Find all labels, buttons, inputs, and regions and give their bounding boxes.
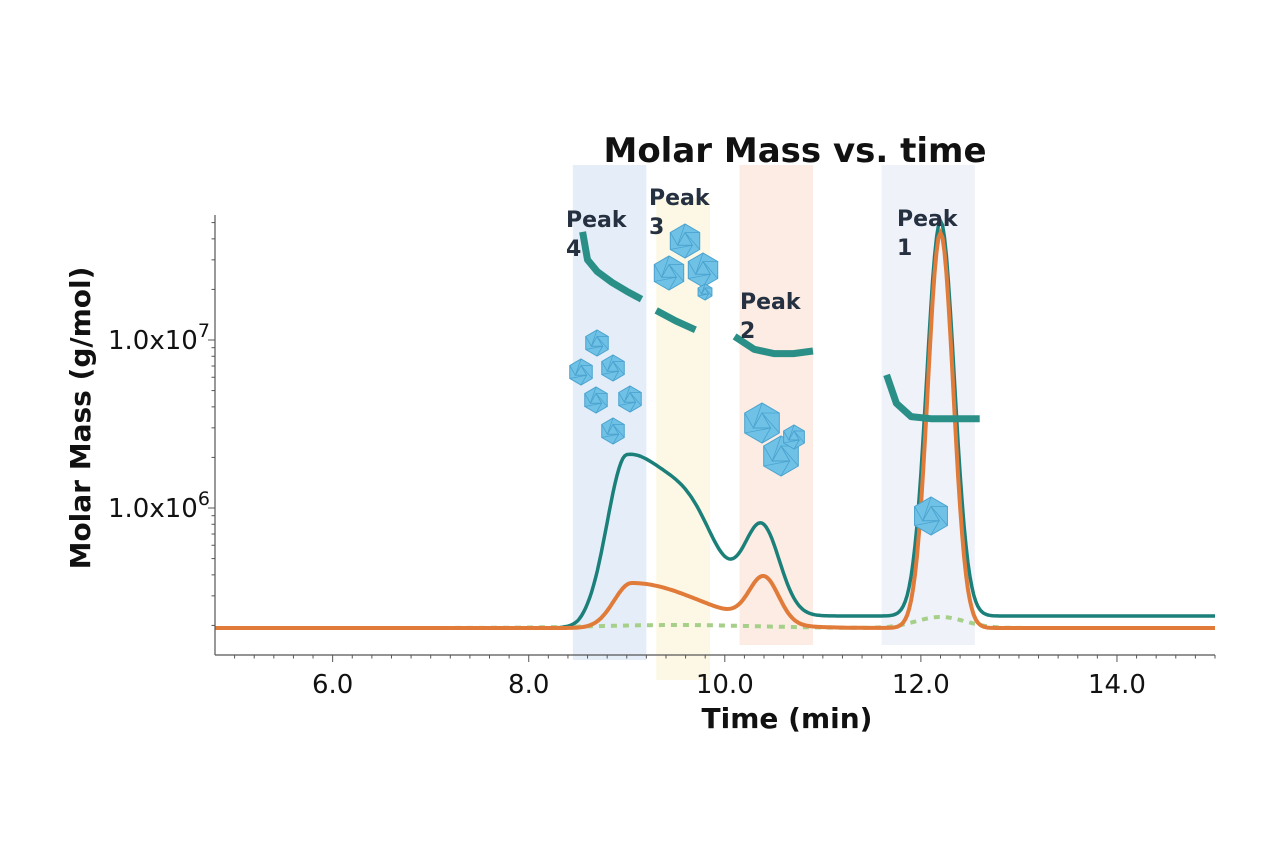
- virus-particle-icon: [653, 255, 685, 291]
- y-axis-label: Molar Mass (g/mol): [64, 267, 97, 570]
- virus-particle-icon: [601, 417, 625, 445]
- peak-label-3: Peak 3: [649, 186, 711, 240]
- x-axis-label: Time (min): [702, 702, 873, 735]
- peak-band-2: [739, 165, 814, 645]
- molar-mass-segment: [883, 373, 980, 423]
- peak-label-4: Peak 4: [566, 208, 628, 262]
- x-tick-label: 14.0: [1088, 670, 1146, 700]
- x-ticks: 6.0 8.0 10.0 12.0 14.0: [234, 655, 1216, 700]
- detector-trace-teal: [215, 217, 1215, 630]
- peak-label-1: Peak 1: [897, 207, 959, 261]
- x-tick-label: 6.0: [312, 670, 353, 700]
- detector-trace-orange: [215, 227, 1215, 630]
- virus-particle-icon: [584, 386, 608, 414]
- axes: [214, 215, 1215, 656]
- molar-mass-segment: [654, 307, 697, 333]
- x-tick-label: 8.0: [508, 670, 549, 700]
- peak-labels: Peak 4 Peak 3 Peak 2 Peak 1: [566, 186, 959, 344]
- y-ticks: 1.0x106 1.0x107: [108, 222, 215, 626]
- molar-mass-traces: [579, 231, 980, 423]
- molar-mass-segment: [579, 231, 644, 303]
- virus-particle-icon: [618, 385, 642, 413]
- particle-icons: [569, 223, 948, 536]
- virus-particle-icon: [783, 424, 805, 450]
- x-tick-label: 10.0: [696, 670, 754, 700]
- detector-traces: [215, 217, 1215, 630]
- virus-particle-icon: [569, 358, 593, 386]
- y-tick-label: 1.0x106: [108, 488, 210, 524]
- x-tick-label: 12.0: [892, 670, 950, 700]
- virus-particle-icon: [697, 283, 713, 301]
- virus-particle-icon: [669, 223, 701, 259]
- virus-particle-icon: [585, 329, 609, 357]
- molar-mass-segment: [732, 333, 814, 358]
- virus-particle-icon: [687, 252, 719, 288]
- chart-title: Molar Mass vs. time: [603, 131, 986, 171]
- virus-particle-icon: [744, 402, 780, 444]
- virus-particle-icon: [914, 496, 948, 536]
- y-tick-label: 1.0x107: [108, 320, 210, 356]
- peak-label-2: Peak 2: [740, 290, 802, 344]
- virus-particle-icon: [601, 354, 625, 382]
